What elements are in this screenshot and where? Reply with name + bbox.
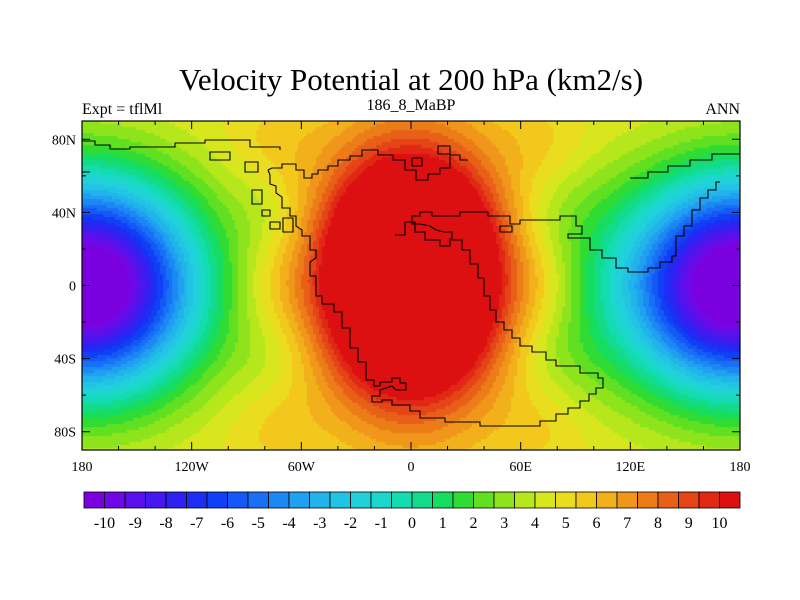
y-tick-label: 80S: [54, 426, 76, 441]
y-tick-label: 0: [69, 280, 76, 295]
coastline-segment: [411, 181, 720, 273]
colorbar-swatch: [288, 491, 310, 509]
colorbar-tick-label: 2: [470, 515, 478, 532]
coastline-segment: [209, 151, 231, 161]
coastline-segment: [251, 189, 263, 205]
colorbar-swatch: [637, 491, 659, 509]
coastline-segment: [267, 149, 468, 181]
colorbar-swatch: [124, 491, 146, 509]
coastline-segment: [630, 153, 740, 179]
colorbar-swatch: [411, 491, 433, 509]
colorbar-swatch: [657, 491, 679, 509]
colorbar-swatch: [206, 491, 228, 509]
colorbar-tick-label: -9: [129, 515, 142, 532]
colorbar-swatch: [493, 491, 515, 509]
colorbar-swatch: [268, 491, 290, 509]
colorbar-swatch: [165, 491, 187, 509]
colorbar-tick-label: -7: [190, 515, 203, 532]
y-tick-label: 40S: [54, 353, 76, 368]
colorbar-tick-label: -8: [159, 515, 172, 532]
y-tick-label: 80N: [52, 133, 76, 148]
colorbar-tick-label: 3: [500, 515, 508, 532]
colorbar-swatch: [83, 491, 105, 509]
coastline-segment: [395, 221, 451, 247]
colorbar-tick-label: -10: [94, 515, 115, 532]
colorbar-tick-label: -6: [221, 515, 234, 532]
colorbar-swatch: [596, 491, 618, 509]
coastline-segment: [82, 139, 281, 150]
colorbar-tick-label: -1: [375, 515, 388, 532]
x-tick-label: 120W: [175, 460, 210, 475]
colorbar-tick-label: 5: [562, 515, 570, 532]
x-tick-label: 180: [730, 460, 751, 475]
coastline-segment: [269, 221, 281, 230]
colorbar-swatch: [350, 491, 372, 509]
coastline-segment: [282, 217, 294, 233]
colorbar-swatch: [370, 491, 392, 509]
colorbar-swatch: [186, 491, 208, 509]
coastline-segment: [437, 145, 451, 155]
colorbar-swatch: [391, 491, 413, 509]
colorbar-tick-label: 6: [593, 515, 601, 532]
colorbar-swatch: [698, 491, 720, 509]
x-tick-label: 180: [72, 460, 93, 475]
colorbar-swatch: [473, 491, 495, 509]
coastline-segment: [267, 169, 604, 427]
colorbar-swatch: [145, 491, 167, 509]
colorbar-swatch: [616, 491, 638, 509]
colorbar-swatch: [555, 491, 577, 509]
colorbar-tick-label: 10: [712, 515, 728, 532]
colorbar-swatch: [514, 491, 536, 509]
colorbar-tick-label: 4: [531, 515, 539, 532]
colorbar-swatch: [227, 491, 249, 509]
colorbar-tick-label: -4: [282, 515, 295, 532]
y-axis-ticks: 80N 40N 0 40S 80S: [52, 133, 740, 441]
coastline-segment: [411, 157, 423, 167]
x-tick-label: 120E: [616, 460, 646, 475]
chart-title: Velocity Potential at 200 hPa (km2/s): [179, 62, 643, 97]
colorbar-swatch: [719, 491, 741, 509]
colorbar-swatch: [452, 491, 474, 509]
colorbar-tick-label: 1: [439, 515, 447, 532]
colorbar-swatch: [575, 491, 597, 509]
colorbar-tick-label: -2: [344, 515, 357, 532]
x-tick-label: 60W: [288, 460, 316, 475]
colorbar-swatch: [104, 491, 126, 509]
coastline-segment: [244, 161, 259, 173]
colorbar-swatch: [678, 491, 700, 509]
colorbar-tick-label: 7: [623, 515, 631, 532]
x-tick-label: 60E: [509, 460, 532, 475]
colorbar-tick-label: 0: [408, 515, 416, 532]
continent-outlines: [82, 139, 740, 427]
colorbar-tick-label: -5: [252, 515, 265, 532]
colorbar-tick-label: -3: [313, 515, 326, 532]
colorbar-tick-label: 9: [685, 515, 693, 532]
colorbar-swatch: [534, 491, 556, 509]
period-label: ANN: [705, 101, 740, 118]
colorbar-swatch: [329, 491, 351, 509]
y-tick-label: 40N: [52, 206, 76, 221]
colorbar: -10 -9 -8 -7 -6 -5 -4 -3 -2 -1 0 1 2 3 4 5 6 7 8 9 10: [83, 491, 741, 532]
colorbar-swatch: [432, 491, 454, 509]
x-axis-ticks: 180 120W 60W 0 60E 120E 180: [72, 121, 751, 475]
colorbar-swatch: [247, 491, 269, 509]
coastline-segment: [261, 209, 271, 217]
coastline-segment: [499, 225, 513, 233]
case-label: 186_8_MaBP: [367, 97, 456, 114]
experiment-label: Expt = tflMl: [82, 101, 163, 118]
colorbar-swatch: [309, 491, 331, 509]
x-tick-label: 0: [408, 460, 415, 475]
colorbar-tick-label: 8: [654, 515, 662, 532]
velocity-potential-field: [82, 121, 740, 450]
map-panel: 180 120W 60W 0 60E 120E 180 80N 40N 0 40S 80S: [52, 120, 751, 475]
